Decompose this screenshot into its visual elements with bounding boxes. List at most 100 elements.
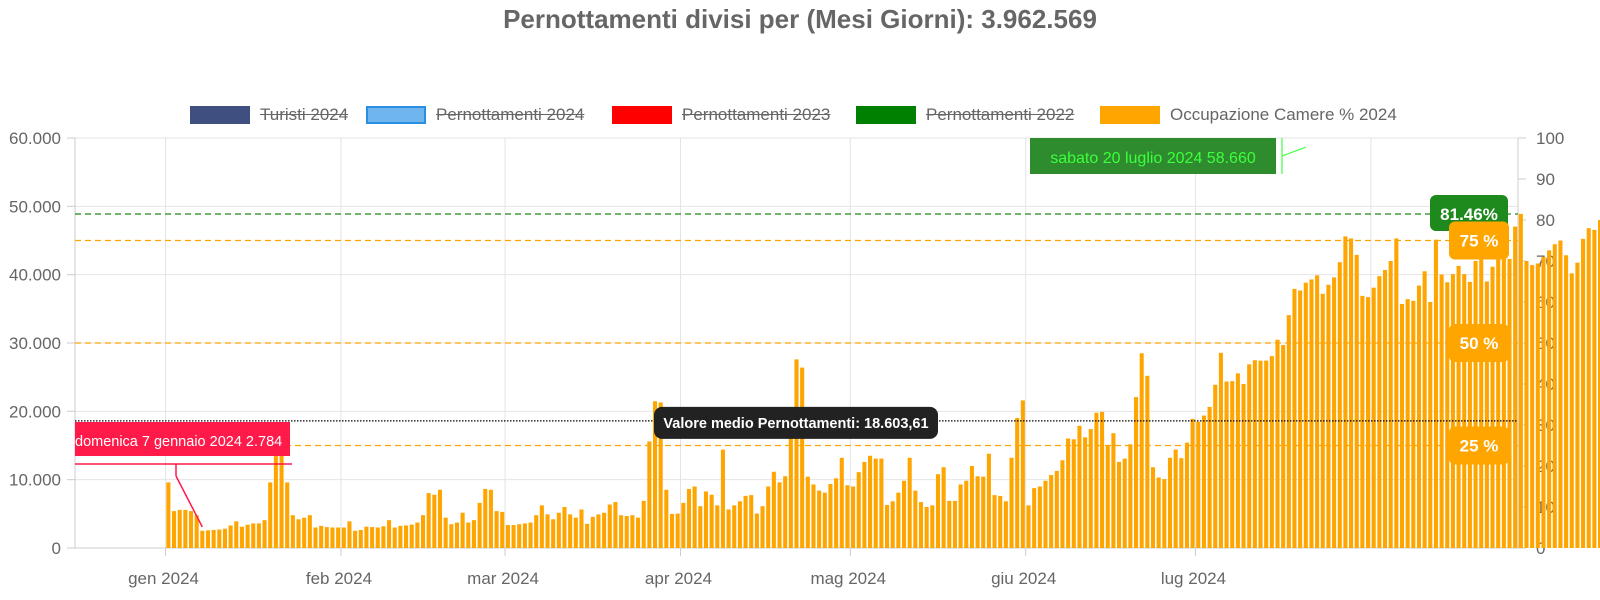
min-annotation-label: domenica 7 gennaio 2024 2.784	[75, 434, 282, 450]
data-bar	[856, 472, 861, 548]
legend-item[interactable]: Pernottamenti 2023	[612, 104, 830, 126]
data-bar	[1094, 412, 1099, 548]
data-bar	[211, 529, 216, 548]
data-bar	[1111, 433, 1116, 548]
chart-legend: Turisti 2024 Pernottamenti 2024 Pernottame…	[0, 104, 1600, 130]
data-bar	[1167, 457, 1173, 548]
data-bar	[817, 490, 822, 548]
data-bar	[1501, 229, 1506, 548]
x-tick-label: apr 2024	[645, 569, 712, 588]
data-bar	[930, 505, 935, 548]
legend-swatch	[190, 106, 250, 124]
x-tick-label: lug 2024	[1161, 569, 1226, 588]
data-bar	[1411, 300, 1416, 548]
data-bar	[1026, 505, 1031, 548]
data-bar	[907, 457, 912, 548]
y-right-tick-label: 0	[1536, 539, 1545, 558]
data-bar	[834, 478, 839, 548]
data-bar	[675, 513, 680, 548]
data-bar	[918, 502, 924, 548]
data-bar	[941, 467, 946, 548]
data-bar	[471, 520, 476, 548]
data-bar	[636, 517, 641, 548]
data-bar	[1145, 375, 1150, 548]
data-bar	[302, 517, 307, 548]
data-bar	[1043, 480, 1048, 548]
data-bar	[336, 527, 341, 548]
data-bar	[585, 523, 590, 548]
data-bar	[935, 474, 941, 548]
data-bar	[1388, 261, 1393, 548]
data-bar	[822, 492, 827, 548]
threshold-label: 75 %	[1460, 232, 1499, 251]
data-bar	[1592, 229, 1597, 548]
data-bar	[607, 504, 612, 548]
data-bar	[1326, 284, 1331, 548]
data-bar	[545, 514, 550, 548]
data-bar	[924, 507, 929, 548]
y-right-tick-label: 90	[1536, 170, 1555, 189]
average-badge	[654, 406, 938, 439]
chart-title: Pernottamenti divisi per (Mesi Giorni): …	[503, 4, 1097, 34]
data-bar	[602, 512, 607, 548]
data-bar	[205, 530, 211, 548]
data-bar	[358, 529, 363, 548]
data-bar	[483, 488, 488, 548]
data-bar	[1054, 470, 1059, 548]
data-bar	[698, 506, 703, 548]
data-bar	[692, 486, 697, 548]
data-bar	[619, 515, 624, 548]
data-bar	[1513, 226, 1518, 548]
data-bar	[370, 527, 375, 548]
data-bar	[256, 523, 261, 548]
legend-item[interactable]: Pernottamenti 2022	[856, 104, 1074, 126]
data-bar	[1575, 262, 1580, 548]
data-bar	[398, 525, 403, 548]
legend-label: Pernottamenti 2024	[436, 105, 585, 124]
legend-item[interactable]: Turisti 2024	[190, 104, 348, 126]
data-bar	[460, 512, 465, 548]
data-bar	[166, 482, 171, 548]
data-bar	[1416, 285, 1422, 548]
data-bar	[556, 512, 561, 548]
data-bar	[777, 482, 782, 548]
data-bar	[454, 522, 460, 548]
data-bar	[992, 495, 997, 548]
data-bar	[562, 507, 567, 548]
legend-item[interactable]: Pernottamenti 2024	[366, 104, 584, 126]
data-bar	[885, 504, 890, 548]
data-bar	[839, 457, 844, 548]
data-bar	[449, 524, 454, 548]
y-left-tick-label: 60.000	[9, 129, 61, 148]
x-tick-label: mag 2024	[810, 569, 886, 588]
data-bar	[1190, 418, 1195, 548]
average-label: Valore medio Pernottamenti: 18.603,61	[663, 416, 928, 432]
data-bar	[1077, 425, 1082, 548]
data-bar	[1275, 339, 1280, 548]
max-annotation-label: sabato 20 luglio 2024 58.660	[1050, 150, 1256, 167]
data-bar	[1496, 246, 1501, 549]
data-bar	[1309, 279, 1314, 548]
data-bar	[1224, 381, 1229, 548]
data-bar	[1162, 479, 1167, 548]
data-bar	[1394, 238, 1399, 548]
data-bar	[1399, 304, 1405, 548]
data-bar	[743, 495, 748, 548]
data-bar	[426, 493, 431, 548]
y-left-tick-label: 30.000	[9, 334, 61, 353]
data-bar	[760, 506, 765, 548]
data-bar	[879, 458, 884, 548]
min-annotation-leader	[175, 475, 203, 528]
data-bar	[1173, 449, 1178, 548]
data-bar	[1558, 240, 1563, 548]
data-bar	[1524, 261, 1529, 548]
data-bar	[1354, 254, 1359, 548]
data-bar	[873, 458, 878, 548]
data-bar	[1535, 263, 1540, 548]
data-bar	[969, 466, 974, 548]
data-bar	[324, 527, 329, 548]
data-bar	[488, 489, 493, 548]
y-right-tick-label: 80	[1536, 211, 1555, 230]
data-bar	[1530, 265, 1535, 548]
legend-item[interactable]: Occupazione Camere % 2024	[1100, 104, 1397, 126]
